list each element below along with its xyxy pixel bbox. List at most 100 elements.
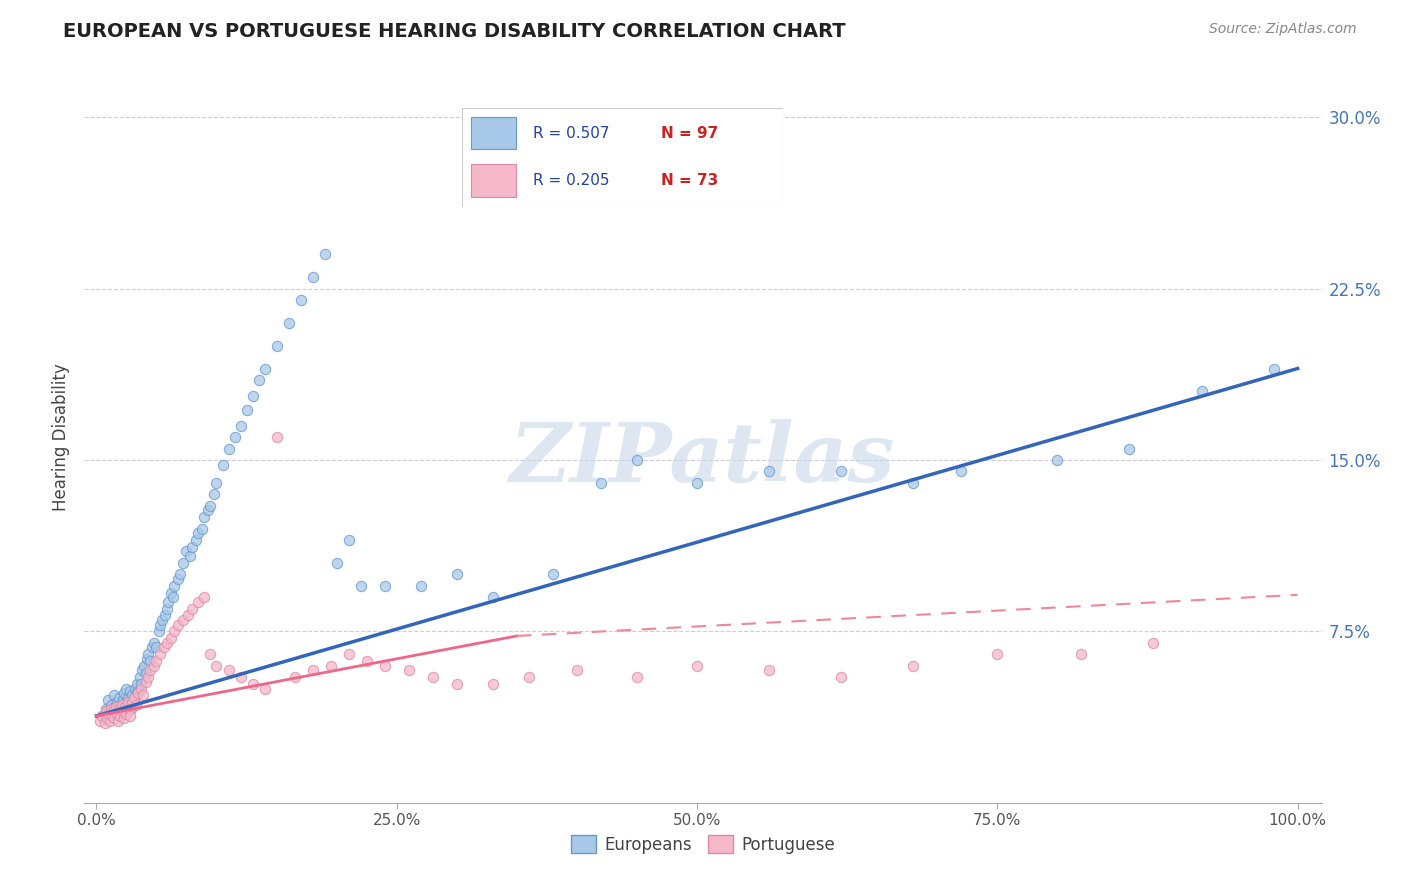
Point <box>105 695 128 709</box>
Point <box>181 540 204 554</box>
Point <box>97 693 120 707</box>
Point <box>94 702 117 716</box>
Point <box>193 510 215 524</box>
Point <box>110 698 132 712</box>
Point <box>242 389 264 403</box>
Point <box>446 567 468 582</box>
Point <box>758 464 780 478</box>
Point <box>112 711 135 725</box>
Point <box>374 658 396 673</box>
Point <box>506 178 529 193</box>
Point <box>127 677 149 691</box>
Point <box>218 442 240 456</box>
Point <box>114 699 136 714</box>
Point <box>110 698 132 712</box>
Point <box>950 464 973 478</box>
Point <box>266 338 288 352</box>
Point <box>172 556 194 570</box>
Text: ZIPatlas: ZIPatlas <box>510 419 896 499</box>
Point <box>1142 636 1164 650</box>
Point <box>94 705 117 719</box>
Point <box>565 663 588 677</box>
Point <box>830 464 852 478</box>
Point <box>1118 442 1140 456</box>
Point <box>191 521 214 535</box>
Point <box>112 686 135 700</box>
Point <box>176 608 198 623</box>
Point <box>121 695 143 709</box>
Point <box>153 608 176 623</box>
Point <box>202 487 225 501</box>
Point <box>104 705 127 719</box>
Point <box>205 475 228 490</box>
Point <box>200 499 222 513</box>
Point <box>89 714 111 728</box>
Point <box>114 705 136 719</box>
Point <box>181 601 204 615</box>
Point <box>108 702 131 716</box>
Point <box>229 418 252 433</box>
Point <box>301 663 323 677</box>
Point <box>481 590 503 604</box>
Point <box>481 677 503 691</box>
Point <box>135 674 157 689</box>
Point <box>157 595 180 609</box>
Point <box>143 636 166 650</box>
Point <box>1046 453 1069 467</box>
Point <box>301 270 323 285</box>
Point <box>193 590 215 604</box>
Point <box>253 361 276 376</box>
Point <box>1191 384 1213 399</box>
Point <box>98 714 121 728</box>
Point <box>266 430 288 444</box>
Point <box>184 533 207 547</box>
Point <box>247 373 270 387</box>
Point <box>176 544 198 558</box>
Point <box>197 503 219 517</box>
Point <box>446 677 468 691</box>
Point <box>167 617 190 632</box>
Point <box>160 632 183 646</box>
Point <box>626 453 648 467</box>
Point <box>149 617 172 632</box>
Point <box>314 247 336 261</box>
Point <box>350 579 373 593</box>
Point <box>169 567 191 582</box>
Text: EUROPEAN VS PORTUGUESE HEARING DISABILITY CORRELATION CHART: EUROPEAN VS PORTUGUESE HEARING DISABILIT… <box>63 22 846 41</box>
Point <box>517 670 540 684</box>
Point <box>101 709 124 723</box>
Point <box>179 549 201 563</box>
Point <box>160 585 183 599</box>
Point <box>115 681 138 696</box>
Point <box>903 475 925 490</box>
Point <box>758 663 780 677</box>
Point <box>128 670 150 684</box>
Point <box>122 695 145 709</box>
Point <box>91 709 114 723</box>
Point <box>121 689 143 703</box>
Point <box>111 693 134 707</box>
Point <box>107 714 129 728</box>
Point <box>108 690 131 705</box>
Point <box>163 624 186 639</box>
Point <box>152 640 174 655</box>
Point <box>129 681 152 696</box>
Legend: Europeans, Portuguese: Europeans, Portuguese <box>564 829 842 860</box>
Point <box>136 647 159 661</box>
Point <box>1263 361 1285 376</box>
Point <box>200 647 222 661</box>
Point <box>118 683 141 698</box>
Point <box>103 699 125 714</box>
Point <box>132 689 155 703</box>
Point <box>118 709 141 723</box>
Point <box>125 698 148 712</box>
Point <box>103 705 125 719</box>
Point <box>127 686 149 700</box>
Point <box>337 533 360 547</box>
Point <box>139 654 162 668</box>
Point <box>111 705 134 719</box>
Point <box>134 658 156 673</box>
Point <box>124 681 146 696</box>
Point <box>290 293 312 307</box>
Point <box>118 698 141 712</box>
